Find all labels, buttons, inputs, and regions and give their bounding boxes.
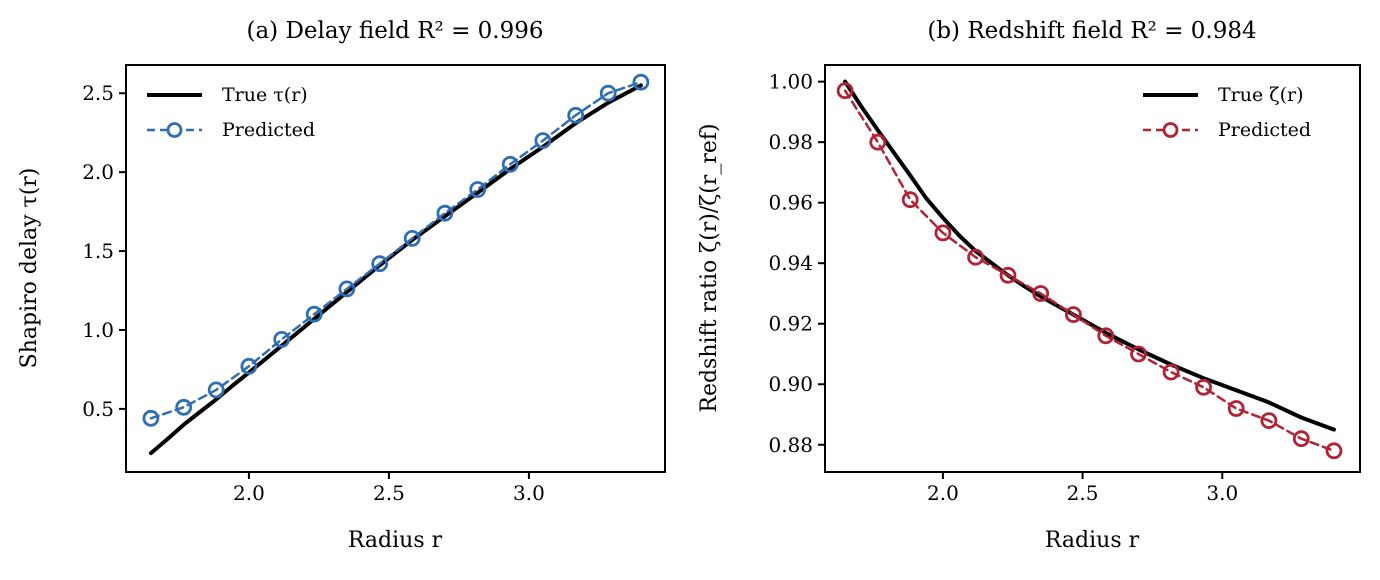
data-point-marker [305, 305, 323, 323]
data-point-marker [632, 73, 650, 91]
data-point-marker [1032, 285, 1050, 302]
series-line-predicted [843, 89, 1336, 453]
data-point-marker [469, 181, 487, 198]
legend-label: True τ(r) [222, 84, 308, 106]
y-tick-label: 0.88 [768, 433, 813, 457]
plot-border [125, 64, 666, 473]
y-tick-label: 0.96 [768, 191, 813, 215]
y-tick-label: 0.90 [768, 372, 813, 396]
y-tick-label: 1.5 [82, 239, 114, 263]
data-point-marker [1065, 306, 1082, 324]
y-tick-label: 2.5 [82, 81, 114, 105]
data-point-marker [207, 381, 225, 399]
x-tick-label: 3.0 [513, 481, 545, 505]
data-point-marker [599, 84, 617, 102]
panel-a-xlabel: Radius r [348, 528, 443, 553]
data-point-marker [967, 248, 984, 266]
y-tick-label: 2.0 [82, 160, 114, 184]
panel-a-plot-area: 2.0 2.5 3.0 0.5 1.0 1.5 2.0 2.5 True τ(r) Predict… [82, 64, 666, 505]
legend-label: Predicted [222, 119, 315, 141]
data-point-marker [1260, 412, 1278, 430]
data-point-marker [1162, 363, 1180, 381]
legend-sample-marker [166, 122, 183, 138]
data-point-marker [1130, 345, 1147, 363]
panel-a: (a) Delay field R² = 0.996 Radius r Shap… [17, 18, 666, 553]
data-point-marker [1097, 327, 1115, 345]
data-point-marker [1292, 430, 1310, 448]
y-tick-label: 0.5 [82, 397, 114, 421]
data-point-marker [142, 409, 160, 427]
x-tick-label: 2.5 [1067, 481, 1099, 505]
data-point-marker [501, 155, 519, 173]
y-tick-label: 0.92 [768, 312, 813, 336]
data-point-marker [1325, 442, 1343, 460]
y-tick-label: 0.94 [768, 251, 813, 275]
series-line-predicted [149, 80, 643, 420]
data-point-marker [240, 357, 258, 375]
x-tick-label: 2.0 [927, 481, 959, 505]
data-point-marker [1195, 378, 1212, 396]
plot-border [824, 64, 1361, 473]
data-point-marker [567, 106, 585, 124]
x-tick-label: 3.0 [1206, 481, 1238, 505]
legend-label: Predicted [1218, 119, 1311, 141]
data-point-marker [338, 280, 356, 298]
data-point-marker [436, 204, 454, 222]
data-point-marker [999, 266, 1017, 284]
legend-sample-marker [1162, 122, 1179, 138]
y-tick-label: 1.00 [768, 70, 813, 94]
data-point-marker [901, 191, 919, 209]
x-tick-label: 2.0 [233, 481, 265, 505]
data-point-marker [403, 229, 421, 247]
panel-b-xlabel: Radius r [1045, 528, 1140, 553]
panel-b-title: (b) Redshift field R² = 0.984 [927, 18, 1256, 44]
x-tick-label: 2.5 [373, 481, 405, 505]
data-point-marker [371, 255, 389, 273]
legend-label: True ζ(r) [1218, 84, 1303, 106]
y-tick-label: 1.0 [82, 318, 114, 342]
panel-b-ylabel: Redshift ratio ζ(r)/ζ(r_ref) [697, 123, 722, 412]
data-point-marker [1227, 400, 1245, 417]
y-tick-label: 0.98 [768, 130, 813, 154]
panel-a-title: (a) Delay field R² = 0.996 [246, 18, 543, 44]
data-point-marker [175, 398, 193, 416]
data-point-marker [869, 133, 887, 151]
data-point-marker [534, 132, 552, 150]
data-point-marker [273, 330, 291, 348]
data-point-marker [836, 82, 854, 100]
data-point-marker [934, 224, 952, 242]
panel-a-ylabel: Shapiro delay τ(r) [17, 168, 42, 369]
panel-b-plot-area: 2.0 2.5 3.0 0.88 0.90 0.92 0.94 0.96 0.98 1.00 Tru… [768, 64, 1361, 505]
panel-b: (b) Redshift field R² = 0.984 Radius r R… [697, 18, 1361, 553]
